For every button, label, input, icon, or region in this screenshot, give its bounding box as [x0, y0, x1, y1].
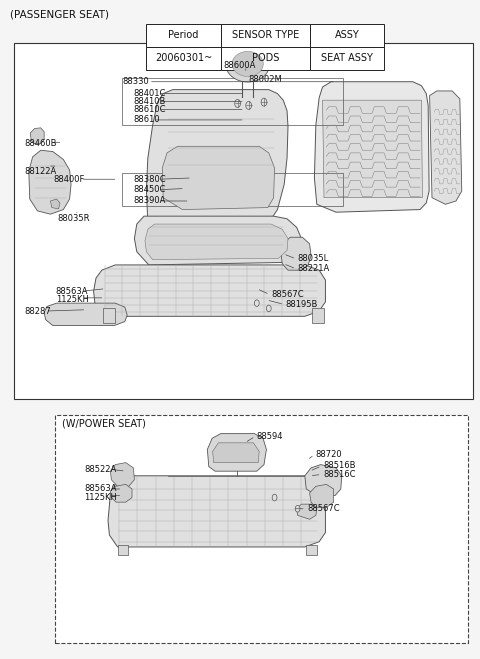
- Text: 88460B: 88460B: [24, 139, 57, 148]
- Text: PODS: PODS: [252, 53, 279, 63]
- Text: 88410B: 88410B: [133, 97, 166, 106]
- Polygon shape: [306, 545, 317, 555]
- Text: 88380C: 88380C: [133, 175, 166, 184]
- Circle shape: [235, 100, 240, 107]
- Text: 88610C: 88610C: [133, 105, 166, 114]
- Text: 88594: 88594: [257, 432, 283, 441]
- Text: 88035L: 88035L: [298, 254, 329, 264]
- Circle shape: [266, 305, 271, 312]
- Polygon shape: [94, 265, 325, 316]
- Polygon shape: [323, 100, 422, 198]
- Polygon shape: [110, 463, 134, 486]
- Polygon shape: [145, 224, 288, 260]
- Polygon shape: [310, 484, 334, 507]
- Bar: [14, 43, 473, 399]
- Text: 88195B: 88195B: [286, 300, 318, 309]
- Polygon shape: [30, 128, 44, 144]
- Polygon shape: [297, 504, 317, 519]
- Text: SENSOR TYPE: SENSOR TYPE: [231, 30, 299, 40]
- Bar: [310, 47, 384, 70]
- Bar: [146, 24, 221, 47]
- Text: 88563A: 88563A: [56, 287, 88, 296]
- Text: SEAT ASSY: SEAT ASSY: [321, 53, 373, 63]
- Polygon shape: [213, 443, 259, 463]
- Polygon shape: [108, 476, 325, 547]
- Circle shape: [261, 98, 267, 106]
- Text: Period: Period: [168, 30, 199, 40]
- Circle shape: [254, 300, 259, 306]
- Text: 88401C: 88401C: [133, 89, 166, 98]
- Circle shape: [246, 101, 252, 109]
- Text: 1125KH: 1125KH: [84, 493, 117, 502]
- Text: 1125KH: 1125KH: [56, 295, 88, 304]
- Text: 20060301~: 20060301~: [155, 53, 212, 63]
- Text: 88516B: 88516B: [323, 461, 356, 471]
- Text: 88567C: 88567C: [307, 504, 340, 513]
- Text: 88035R: 88035R: [58, 214, 90, 223]
- Text: 88330: 88330: [122, 77, 149, 86]
- Text: 88122A: 88122A: [24, 167, 56, 176]
- Ellipse shape: [226, 46, 270, 82]
- Polygon shape: [314, 82, 429, 212]
- Polygon shape: [103, 308, 115, 323]
- Polygon shape: [110, 484, 132, 502]
- Bar: [122, 78, 343, 125]
- Polygon shape: [29, 150, 71, 214]
- Polygon shape: [312, 308, 324, 323]
- Text: 88567C: 88567C: [271, 290, 304, 299]
- Circle shape: [272, 494, 277, 501]
- Text: 88600A: 88600A: [223, 61, 255, 71]
- Polygon shape: [50, 199, 60, 209]
- Polygon shape: [305, 465, 342, 496]
- Text: 88522A: 88522A: [84, 465, 116, 474]
- Polygon shape: [146, 90, 288, 227]
- Bar: [146, 47, 221, 70]
- Text: 88002M: 88002M: [248, 75, 282, 84]
- Bar: [310, 24, 384, 47]
- Polygon shape: [281, 237, 311, 270]
- Bar: [221, 47, 310, 70]
- Text: 88450C: 88450C: [133, 185, 166, 194]
- Bar: [55, 415, 468, 643]
- Text: 88516C: 88516C: [323, 470, 356, 479]
- Text: 88720: 88720: [316, 450, 342, 459]
- Text: 88400F: 88400F: [54, 175, 85, 184]
- Bar: [221, 24, 310, 47]
- Text: (W/POWER SEAT): (W/POWER SEAT): [62, 418, 146, 428]
- Polygon shape: [118, 545, 128, 555]
- Polygon shape: [162, 146, 275, 210]
- Polygon shape: [44, 303, 127, 326]
- Polygon shape: [134, 216, 301, 265]
- Ellipse shape: [232, 51, 264, 76]
- Text: 88610: 88610: [133, 115, 160, 125]
- Text: ASSY: ASSY: [335, 30, 359, 40]
- Text: 88563A: 88563A: [84, 484, 117, 494]
- Text: 88390A: 88390A: [133, 196, 166, 206]
- Polygon shape: [207, 434, 266, 471]
- Text: 88287: 88287: [24, 306, 51, 316]
- Text: (PASSENGER SEAT): (PASSENGER SEAT): [10, 10, 108, 20]
- Text: 88221A: 88221A: [298, 264, 330, 273]
- Circle shape: [295, 505, 300, 512]
- Polygon shape: [430, 91, 462, 204]
- Bar: [122, 173, 343, 206]
